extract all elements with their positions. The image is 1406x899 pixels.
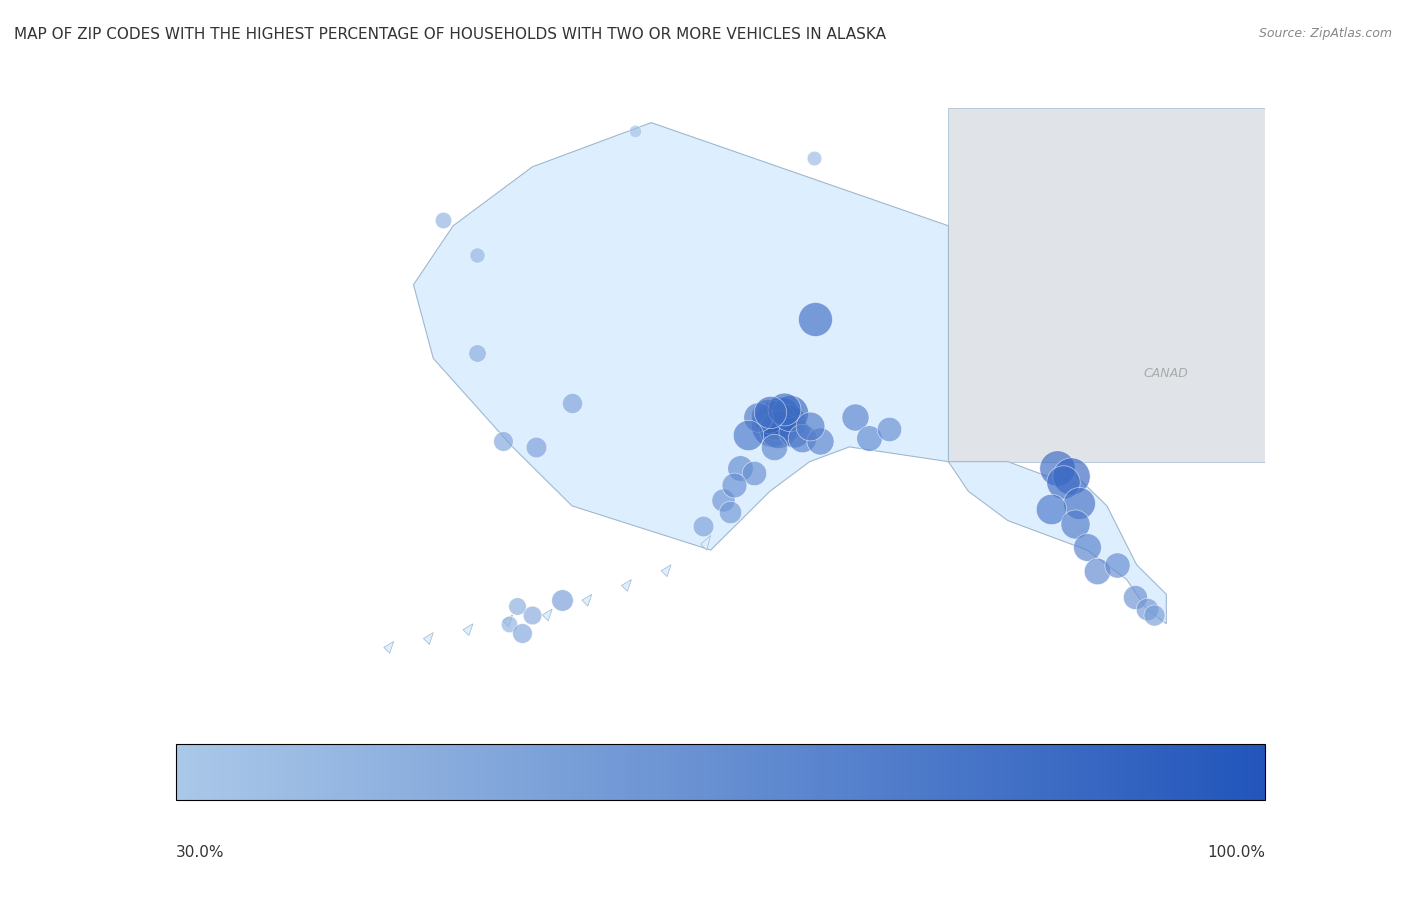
Point: [761, 418, 783, 432]
Point: [624, 124, 647, 138]
Point: [465, 248, 488, 263]
Point: [877, 422, 900, 436]
Point: [465, 345, 488, 360]
Polygon shape: [661, 565, 671, 576]
Polygon shape: [413, 122, 949, 550]
Point: [766, 422, 789, 436]
Point: [432, 213, 454, 227]
Point: [790, 431, 813, 445]
Point: [524, 440, 547, 454]
Point: [759, 405, 782, 419]
Point: [720, 504, 742, 519]
Point: [1076, 540, 1098, 555]
Point: [756, 409, 779, 423]
Point: [844, 410, 866, 424]
Text: CANAD: CANAD: [1144, 367, 1188, 379]
Point: [492, 434, 515, 449]
Polygon shape: [543, 609, 553, 621]
Point: [522, 608, 544, 622]
Point: [763, 440, 786, 454]
Point: [1085, 564, 1108, 578]
Point: [723, 478, 745, 493]
Point: [737, 428, 759, 442]
Point: [1052, 475, 1074, 489]
Point: [803, 151, 825, 165]
Point: [1060, 469, 1083, 484]
Point: [747, 410, 769, 424]
Polygon shape: [503, 615, 513, 627]
Point: [763, 414, 786, 428]
Point: [808, 434, 831, 449]
Point: [783, 425, 806, 440]
Point: [1105, 557, 1128, 572]
Point: [799, 419, 821, 433]
Point: [1064, 516, 1087, 530]
Polygon shape: [384, 642, 394, 654]
Polygon shape: [700, 535, 710, 550]
Point: [804, 312, 827, 326]
Polygon shape: [463, 624, 472, 636]
Point: [561, 396, 583, 410]
Point: [1040, 502, 1063, 516]
Text: Source: ZipAtlas.com: Source: ZipAtlas.com: [1258, 27, 1392, 40]
Point: [742, 467, 765, 481]
Text: 30.0%: 30.0%: [176, 845, 224, 860]
Point: [776, 414, 799, 429]
Point: [551, 593, 574, 608]
Point: [505, 599, 527, 613]
Point: [770, 407, 793, 422]
Point: [858, 431, 880, 445]
Point: [773, 401, 796, 415]
Point: [498, 617, 520, 631]
Text: MAP OF ZIP CODES WITH THE HIGHEST PERCENTAGE OF HOUSEHOLDS WITH TWO OR MORE VEHI: MAP OF ZIP CODES WITH THE HIGHEST PERCEN…: [14, 27, 886, 42]
Point: [711, 493, 734, 507]
Text: 100.0%: 100.0%: [1208, 845, 1265, 860]
Polygon shape: [949, 461, 1167, 624]
Point: [1135, 601, 1157, 616]
Point: [730, 460, 752, 475]
Point: [1046, 460, 1069, 475]
Point: [692, 520, 714, 534]
Point: [1069, 495, 1091, 510]
Point: [1123, 590, 1146, 604]
Point: [779, 405, 801, 420]
Polygon shape: [423, 633, 433, 645]
Point: [1143, 608, 1166, 622]
Point: [512, 626, 534, 640]
Polygon shape: [949, 108, 1265, 461]
Polygon shape: [621, 580, 631, 592]
Polygon shape: [582, 594, 592, 606]
